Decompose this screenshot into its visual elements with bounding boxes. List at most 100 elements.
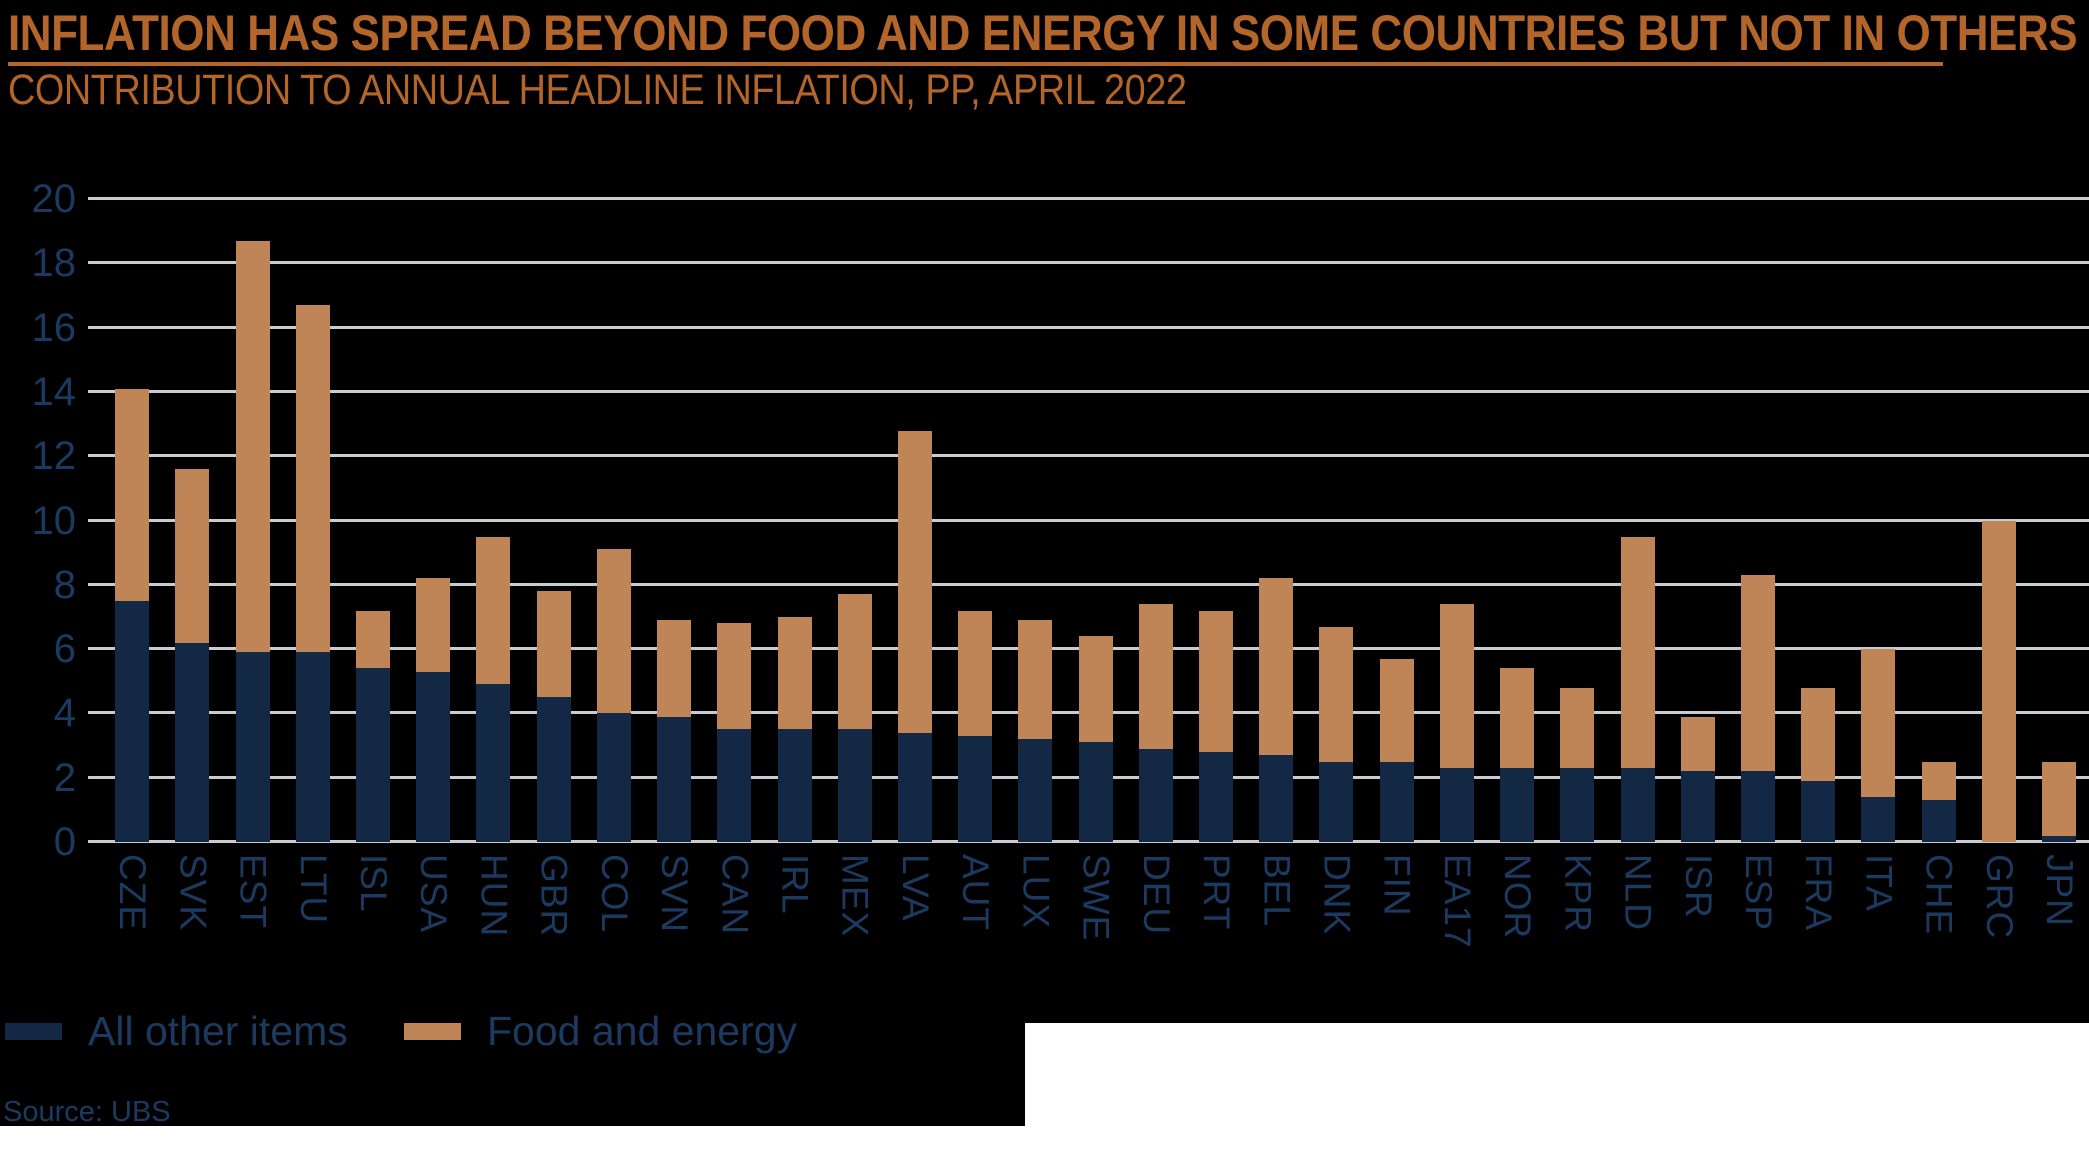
x-tick-label-CZE: CZE: [112, 854, 154, 931]
gridline-8: [88, 582, 2089, 586]
x-tick-label-SWE: SWE: [1075, 854, 1117, 942]
bar-series: CZE SVK EST LTU ISL USA HUN GBR COL SVN CAN IRL MEX L…: [102, 199, 2089, 949]
stacked-bar-LTU: [295, 305, 330, 842]
bar-slot-ISR: ISR: [1668, 199, 1728, 919]
bar-slot-CHE: CHE: [1909, 199, 1969, 935]
bar-slot-PRT: PRT: [1186, 199, 1246, 930]
segment-food-and-energy-AUT: [958, 610, 993, 736]
segment-all-other-items-AUT: [958, 735, 993, 842]
x-tick-label-FRA: FRA: [1798, 854, 1840, 931]
segment-all-other-items-ISR: [1680, 771, 1715, 842]
bar-slot-KPR: KPR: [1547, 199, 1607, 933]
segment-all-other-items-HUN: [476, 684, 511, 842]
gridline-10: [88, 518, 2089, 522]
stacked-bar-CHE: [1921, 761, 1956, 842]
stacked-bar-CAN: [717, 623, 752, 842]
bar-slot-ITA: ITA: [1848, 199, 1908, 912]
x-tick-label-NOR: NOR: [1497, 854, 1539, 940]
segment-food-and-energy-EA17: [1439, 604, 1474, 769]
stacked-bar-LVA: [897, 430, 932, 842]
stacked-bar-SVN: [657, 620, 692, 842]
x-tick-label-CAN: CAN: [714, 854, 756, 936]
stacked-bar-FRA: [1801, 687, 1836, 842]
segment-food-and-energy-CZE: [115, 388, 150, 601]
bar-slot-JPN: JPN: [2029, 199, 2089, 927]
segment-all-other-items-MEX: [837, 729, 872, 842]
x-tick-label-ESP: ESP: [1738, 854, 1780, 932]
stacked-bar-SWE: [1078, 636, 1113, 842]
segment-food-and-energy-LVA: [897, 430, 932, 733]
stacked-bar-DEU: [1138, 604, 1173, 842]
x-tick-label-JPN: JPN: [2039, 854, 2081, 927]
bar-slot-MEX: MEX: [825, 199, 885, 937]
bar-slot-BEL: BEL: [1246, 199, 1306, 927]
stacked-bar-FIN: [1379, 658, 1414, 842]
stacked-bar-HUN: [476, 536, 511, 842]
segment-all-other-items-DNK: [1319, 761, 1354, 842]
y-tick-label-8: 8: [53, 562, 76, 607]
stacked-bar-EA17: [1439, 604, 1474, 842]
gridline-12: [88, 454, 2089, 458]
stacked-bar-BEL: [1259, 578, 1294, 842]
segment-all-other-items-PRT: [1199, 751, 1234, 842]
x-tick-label-AUT: AUT: [955, 854, 997, 931]
legend-label-food-and-energy: Food and energy: [487, 1008, 798, 1054]
gridline-20: [88, 197, 2089, 200]
stacked-bar-EST: [235, 240, 270, 842]
bar-slot-GRC: GRC: [1969, 199, 2029, 939]
x-tick-label-ISR: ISR: [1677, 854, 1719, 919]
segment-all-other-items-NLD: [1620, 768, 1655, 842]
legend-item-all-other-items: All other items: [5, 1008, 348, 1055]
segment-all-other-items-CAN: [717, 729, 752, 842]
plot-area: 0 2 4 6 8 10 12 14 16 18 20 CZE SVK EST LTU ISL USA HUN G…: [32, 178, 2089, 949]
x-tick-label-LUX: LUX: [1015, 854, 1057, 929]
segment-food-and-energy-COL: [596, 549, 631, 714]
segment-all-other-items-NOR: [1500, 768, 1535, 842]
x-tick-label-EST: EST: [232, 854, 274, 929]
segment-all-other-items-EA17: [1439, 768, 1474, 842]
y-tick-label-4: 4: [53, 691, 76, 736]
segment-all-other-items-JPN: [2042, 835, 2077, 842]
bar-slot-ESP: ESP: [1728, 199, 1788, 931]
y-tick-label-16: 16: [31, 305, 77, 350]
x-tick-label-IRL: IRL: [774, 854, 816, 915]
bar-slot-FRA: FRA: [1788, 199, 1848, 931]
segment-all-other-items-GBR: [536, 697, 571, 842]
stacked-bar-IRL: [777, 616, 812, 842]
x-tick-label-COL: COL: [593, 854, 635, 934]
stacked-bar-KPR: [1560, 687, 1595, 842]
x-tick-label-KPR: KPR: [1557, 854, 1599, 934]
stacked-bar-ITA: [1861, 649, 1896, 842]
x-tick-label-FIN: FIN: [1376, 854, 1418, 917]
legend-item-food-and-energy: Food and energy: [404, 1008, 797, 1055]
segment-food-and-energy-JPN: [2042, 761, 2077, 836]
bar-slot-SVK: SVK: [162, 199, 222, 931]
segment-all-other-items-LVA: [897, 732, 932, 842]
stacked-bar-DNK: [1319, 626, 1354, 842]
segment-food-and-energy-FIN: [1379, 658, 1414, 762]
segment-food-and-energy-USA: [416, 578, 451, 672]
chart-background-panel-lower-left: [0, 1023, 1025, 1126]
x-tick-label-NLD: NLD: [1617, 854, 1659, 932]
bar-slot-SWE: SWE: [1066, 199, 1126, 941]
bar-slot-NOR: NOR: [1487, 199, 1547, 939]
segment-all-other-items-USA: [416, 671, 451, 842]
x-tick-label-LVA: LVA: [894, 854, 936, 922]
stacked-bar-ISL: [355, 610, 390, 842]
segment-food-and-energy-DNK: [1319, 626, 1354, 762]
stacked-bar-PRT: [1199, 610, 1234, 842]
segment-all-other-items-KPR: [1560, 768, 1595, 842]
stacked-bar-AUT: [958, 610, 993, 842]
segment-all-other-items-DEU: [1138, 748, 1173, 842]
segment-food-and-energy-MEX: [837, 594, 872, 730]
x-tick-label-EA17: EA17: [1436, 854, 1478, 949]
segment-all-other-items-IRL: [777, 729, 812, 842]
y-tick-label-6: 6: [53, 627, 76, 672]
segment-food-and-energy-SVN: [657, 620, 692, 717]
segment-food-and-energy-FRA: [1801, 687, 1836, 781]
segment-food-and-energy-CHE: [1921, 761, 1956, 801]
x-tick-label-LTU: LTU: [292, 854, 334, 925]
segment-food-and-energy-PRT: [1199, 610, 1234, 752]
segment-all-other-items-COL: [596, 713, 631, 842]
